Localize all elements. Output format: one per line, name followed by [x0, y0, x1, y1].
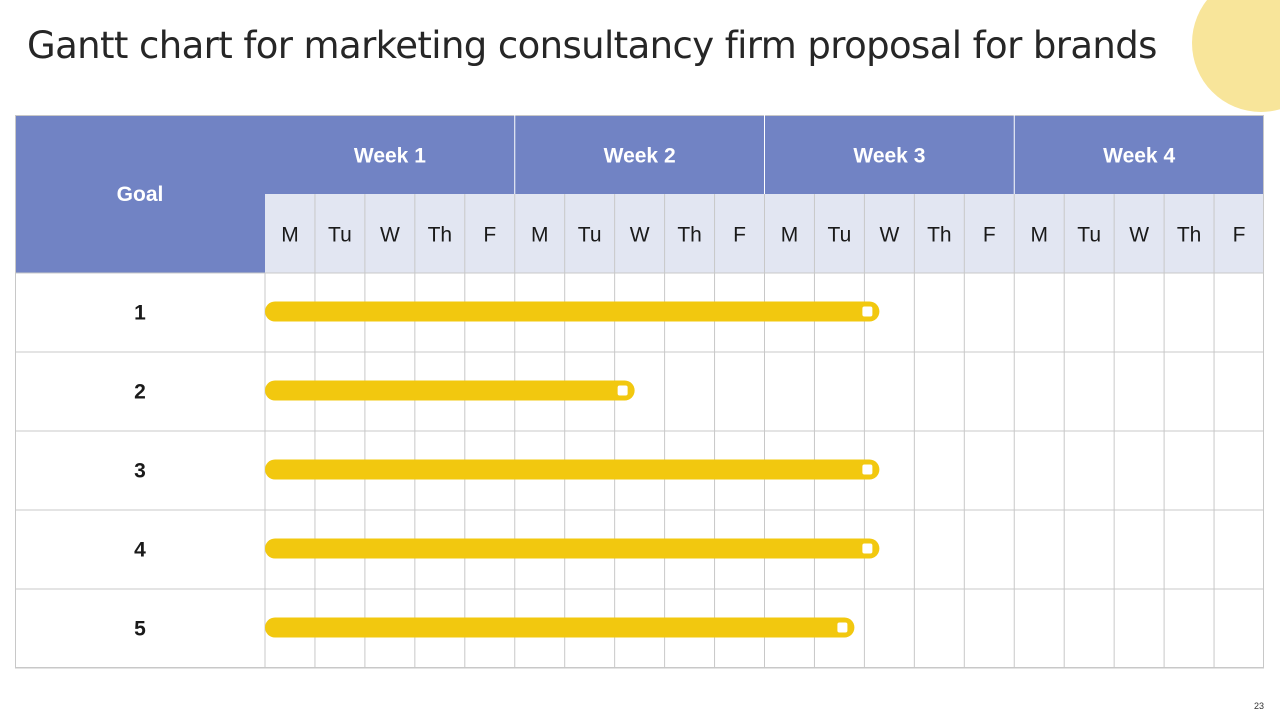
task-bar: [265, 459, 880, 480]
day-label: F: [983, 224, 996, 247]
task-bar-end-marker: [862, 306, 873, 317]
week-label: Week 4: [1103, 145, 1175, 168]
task-bar-end-marker: [617, 385, 628, 396]
task-bar: [265, 380, 635, 401]
day-label: Tu: [328, 224, 352, 247]
day-label: Th: [1177, 224, 1202, 247]
week-label: Week 2: [604, 145, 676, 168]
task-bar-end-marker: [837, 622, 848, 633]
goal-header-cell: [15, 115, 265, 273]
week-label: Week 1: [354, 145, 426, 168]
task-bar: [265, 301, 880, 322]
task-bar-end-marker: [862, 464, 873, 475]
goal-number: 4: [134, 539, 146, 562]
day-label: Tu: [1077, 224, 1101, 247]
goal-number: 1: [134, 302, 146, 325]
task-bar: [265, 617, 855, 638]
day-label: M: [531, 224, 549, 247]
decorative-circle: [1192, 0, 1280, 112]
day-label: W: [380, 224, 400, 247]
goal-number: 3: [134, 460, 146, 483]
day-label: W: [1129, 224, 1149, 247]
day-label: F: [733, 224, 746, 247]
day-label: Th: [428, 224, 453, 247]
day-label: Tu: [578, 224, 602, 247]
task-bar: [265, 538, 880, 559]
day-label: Th: [677, 224, 702, 247]
day-label: W: [630, 224, 650, 247]
week-label: Week 3: [853, 145, 925, 168]
goal-header-label: Goal: [117, 183, 164, 206]
task-bar-end-marker: [862, 543, 873, 554]
goal-number: 5: [134, 618, 146, 641]
day-label: M: [281, 224, 299, 247]
day-label: M: [781, 224, 799, 247]
day-label: Tu: [828, 224, 852, 247]
day-label: Th: [927, 224, 952, 247]
day-label: M: [1030, 224, 1048, 247]
goal-number: 2: [134, 381, 146, 404]
day-label: F: [483, 224, 496, 247]
day-label: F: [1233, 224, 1246, 247]
table-border: [15, 115, 1264, 668]
gantt-chart: Goal Week 1 Week 2 Week 3 Week 4 M Tu W Th F M Tu W T…: [15, 115, 1264, 669]
page-title: Gantt chart for marketing consultancy fi…: [27, 24, 1157, 67]
day-label: W: [879, 224, 899, 247]
page-number: 23: [1253, 701, 1264, 711]
